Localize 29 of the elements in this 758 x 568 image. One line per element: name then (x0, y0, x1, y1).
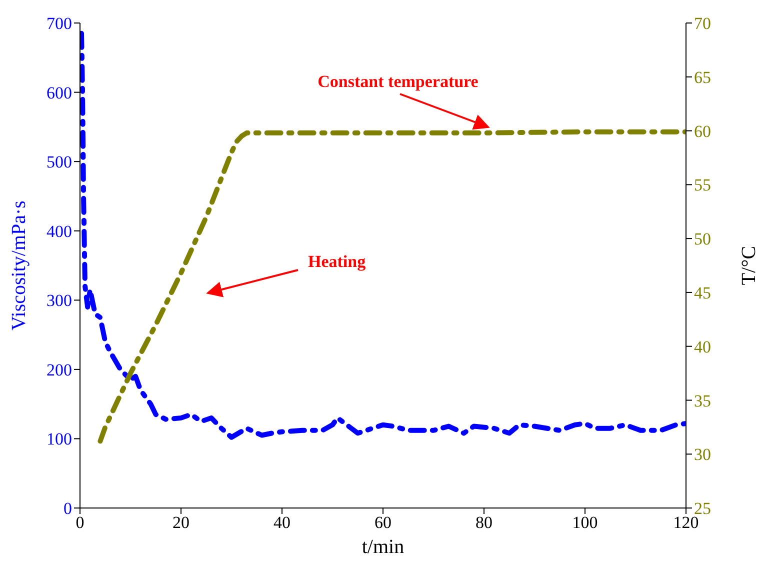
y2-tick-label: 40 (694, 337, 711, 356)
y-tick-label: 600 (46, 83, 72, 102)
y2-tick-label: 50 (694, 230, 711, 249)
y2-tick-label: 55 (694, 176, 711, 195)
y2-tick-label: 60 (694, 122, 711, 141)
y-tick-label: 700 (46, 14, 72, 34)
x-tick-label: 80 (476, 513, 492, 532)
y2-tick-label: 45 (694, 283, 711, 302)
y-tick-label: 100 (46, 430, 72, 449)
y2-axis-title: T/°C (738, 246, 758, 286)
y2-tick-label: 30 (694, 445, 711, 464)
y-tick-label: 500 (46, 152, 72, 172)
x-axis-title: t/min (362, 536, 404, 558)
x-tick-label: 100 (572, 513, 598, 532)
annotation: Heating (308, 252, 366, 271)
y2-tick-label: 35 (694, 391, 711, 410)
x-tick-label: 120 (673, 513, 699, 532)
x-tick-label: 0 (76, 513, 84, 532)
x-tick-label: 40 (274, 513, 290, 532)
y-axis-title: Viscosity/mPa·s (8, 200, 30, 330)
y-tick-label: 400 (46, 222, 72, 241)
y2-tick-label: 65 (694, 68, 711, 87)
y-tick-label: 300 (46, 291, 72, 310)
y-tick-label: 0 (64, 499, 72, 518)
y2-tick-label: 70 (694, 14, 711, 34)
y-tick-label: 200 (46, 360, 72, 380)
x-tick-label: 60 (374, 513, 392, 532)
x-tick-label: 20 (172, 513, 190, 532)
annotation: Constant temperature (318, 72, 479, 91)
